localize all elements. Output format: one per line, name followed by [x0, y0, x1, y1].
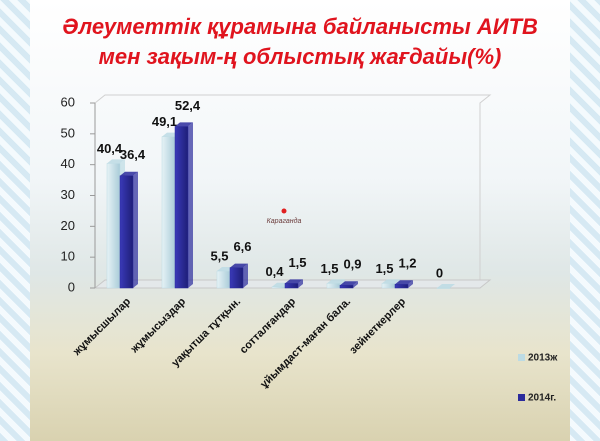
y-tick-label: 20 [61, 218, 75, 233]
bar-front [106, 163, 121, 289]
map-label: Караганда [267, 217, 302, 225]
bar-front [229, 267, 244, 289]
bar [394, 280, 413, 289]
data-label: 49,1 [152, 114, 177, 129]
bar-side [243, 263, 248, 288]
x-tick-label: жұмысшылар [70, 295, 133, 358]
data-label: 1,5 [288, 255, 306, 270]
bar-side [353, 281, 358, 288]
y-tick-label: 10 [61, 249, 75, 264]
data-label: 5,5 [210, 248, 228, 263]
title-line: Әлеуметтік құрамына байланысты АИТВ [62, 14, 538, 39]
bar-front [161, 136, 176, 289]
data-label: 0 [436, 265, 443, 280]
bar-top [107, 159, 125, 164]
y-tick-label: 40 [61, 156, 75, 171]
bar [436, 284, 455, 289]
bar-front [271, 286, 286, 289]
bar-front [119, 175, 134, 289]
bar-side [133, 171, 138, 288]
bar [229, 263, 248, 289]
legend-label: 2013ж [528, 353, 558, 364]
y-tick-label: 50 [61, 125, 75, 140]
bar-side [408, 280, 413, 288]
bar-front [174, 126, 189, 289]
map-dot [281, 208, 287, 214]
bar-front [381, 283, 396, 289]
y-tick-label: 60 [61, 94, 75, 109]
data-label: 52,4 [175, 98, 201, 113]
legend-label: 2014г. [528, 393, 556, 404]
x-tick-label: жұмысыздар [128, 295, 188, 355]
bar-top [437, 284, 455, 288]
bar [119, 171, 138, 289]
data-label: 1,5 [375, 261, 393, 276]
data-label: 1,2 [398, 256, 416, 271]
bar-front [436, 287, 451, 289]
legend-swatch [518, 354, 525, 361]
bar-side [188, 122, 193, 288]
x-tick-label: ұйымдаст-маған бала. [258, 296, 353, 391]
bar-top [340, 281, 358, 286]
bar-front [394, 284, 409, 289]
bar [284, 279, 303, 289]
bar-front [326, 283, 341, 289]
data-label: 36,4 [120, 147, 146, 162]
bar-front [284, 283, 299, 289]
data-label: 0,9 [343, 257, 361, 272]
y-tick-label: 0 [68, 279, 75, 294]
bar [339, 281, 358, 289]
bar-top [285, 279, 303, 284]
bar-front [216, 270, 231, 289]
bar-top [230, 263, 248, 268]
bar-top [175, 122, 193, 127]
x-tick-label: сотталғандар [238, 295, 299, 356]
bar-top [327, 279, 345, 284]
bar-top [395, 280, 413, 285]
title-line: мен зақым-ң облыстық жағдайы(%) [99, 44, 502, 69]
chart-title: Әлеуметтік құрамына байланысты АИТВ мен з… [62, 14, 538, 69]
bar-top [120, 171, 138, 176]
data-label: 0,4 [265, 264, 284, 279]
bar [174, 122, 193, 289]
legend-swatch [518, 394, 525, 401]
x-tick-label: зейнеткерлер [347, 296, 408, 357]
data-label: 1,5 [320, 261, 338, 276]
data-label: 6,6 [233, 239, 251, 254]
bar-side [298, 279, 303, 288]
bar-top [382, 279, 400, 284]
data-label: 40,4 [97, 141, 123, 156]
y-tick-label: 30 [61, 187, 75, 202]
bar-front [339, 284, 354, 289]
